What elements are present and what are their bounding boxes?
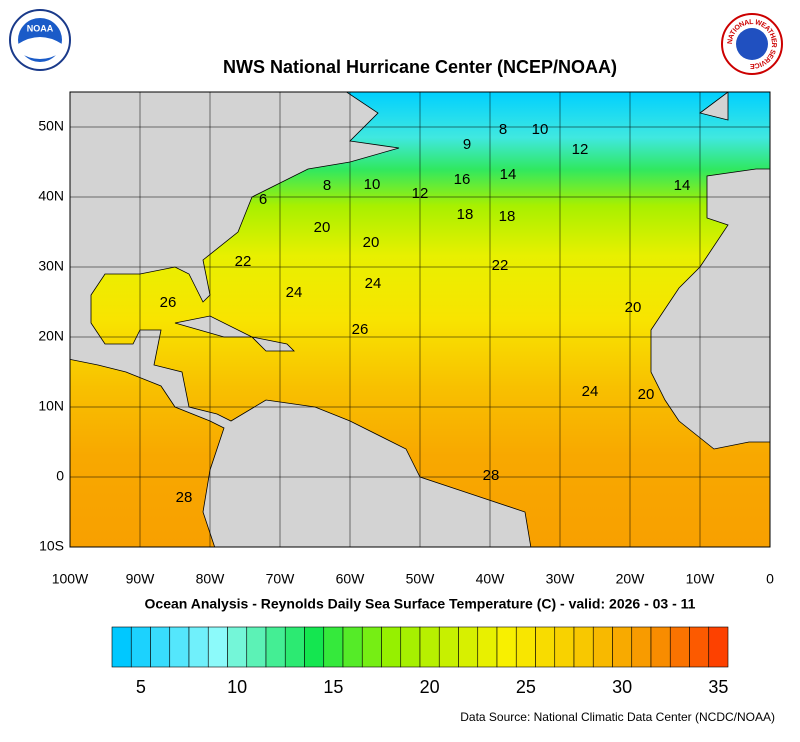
colorbar-cell <box>515 626 536 668</box>
contour-label: 28 <box>176 489 193 506</box>
colorbar-cell <box>169 626 190 668</box>
europe-africa <box>650 168 770 450</box>
colorbar-cell <box>111 626 132 668</box>
x-tick-label: 100W <box>52 571 89 587</box>
x-tick-label: 20W <box>616 571 646 587</box>
colorbar-label: 35 <box>708 677 728 697</box>
colorbar-cell <box>188 626 209 668</box>
contour-label: 8 <box>499 121 507 138</box>
colorbar-cell <box>304 626 325 668</box>
contour-label: 10 <box>364 176 381 193</box>
contour-label: 28 <box>483 467 500 484</box>
data-source: Data Source: National Climatic Data Cent… <box>460 710 775 724</box>
contour-label: 18 <box>457 206 474 223</box>
colorbar-cell <box>631 626 652 668</box>
colorbar-cell <box>650 626 671 668</box>
colorbar-cell <box>400 626 421 668</box>
contour-label: 20 <box>638 386 655 403</box>
contour-label: 14 <box>674 177 691 194</box>
noaa-text: NOAA <box>27 23 54 33</box>
y-tick-label: 50N <box>38 118 64 134</box>
colorbar-cell <box>535 626 556 668</box>
y-tick-label: 20N <box>38 328 64 344</box>
contour-label: 24 <box>365 275 382 292</box>
colorbar-cell <box>708 626 729 668</box>
contour-label: 9 <box>463 136 471 153</box>
x-tick-label: 10W <box>686 571 716 587</box>
colorbar-cell <box>246 626 267 668</box>
colorbar-cell <box>458 626 479 668</box>
nws-logo: NATIONAL WEATHER SERVICE <box>721 13 783 75</box>
colorbar-cell <box>477 626 498 668</box>
colorbar-cell <box>381 626 402 668</box>
colorbar-cell <box>573 626 594 668</box>
title: NWS National Hurricane Center (NCEP/NOAA… <box>223 57 617 77</box>
contour-label: 22 <box>492 257 509 274</box>
americas <box>70 92 532 547</box>
colorbar-label: 15 <box>323 677 343 697</box>
colorbar-cell <box>284 626 305 668</box>
colorbar-cell <box>342 626 363 668</box>
contour-label: 12 <box>572 141 589 158</box>
colorbar-cell <box>689 626 710 668</box>
contour-label: 10 <box>532 121 549 138</box>
colorbar-label: 5 <box>136 677 146 697</box>
hispaniola <box>250 336 295 352</box>
colorbar-cell <box>496 626 517 668</box>
colorbar-cell <box>227 626 248 668</box>
y-tick-label: 40N <box>38 188 64 204</box>
y-tick-label: 0 <box>56 468 64 484</box>
x-tick-label: 50W <box>406 571 436 587</box>
x-tick-label: 70W <box>266 571 296 587</box>
x-tick-label: 0 <box>766 571 774 587</box>
x-tick-label: 40W <box>476 571 506 587</box>
x-tick-label: 80W <box>196 571 226 587</box>
contour-label: 20 <box>625 299 642 316</box>
contour-label: 26 <box>160 294 177 311</box>
contour-label: 20 <box>363 234 380 251</box>
colorbar-cell <box>323 626 344 668</box>
colorbar-cell <box>438 626 459 668</box>
contour-label: 8 <box>323 177 331 194</box>
contour-label: 12 <box>412 185 429 202</box>
subtitle: Ocean Analysis - Reynolds Daily Sea Surf… <box>145 596 696 612</box>
colorbar-label: 20 <box>420 677 440 697</box>
colorbar-cell <box>265 626 286 668</box>
colorbar-cell <box>150 626 171 668</box>
contour-label: 24 <box>286 284 303 301</box>
contour-label: 18 <box>499 208 516 225</box>
colorbar-label: 30 <box>612 677 632 697</box>
y-tick-label: 30N <box>38 258 64 274</box>
contour-label: 16 <box>454 171 471 188</box>
map-frame <box>69 91 771 548</box>
contour-label: 6 <box>259 191 267 208</box>
ireland <box>699 92 729 121</box>
x-tick-label: 30W <box>546 571 576 587</box>
colorbar-cell <box>592 626 613 668</box>
contour-label: 26 <box>352 321 369 338</box>
colorbar-label: 25 <box>516 677 536 697</box>
colorbar-cell <box>554 626 575 668</box>
x-tick-label: 90W <box>126 571 156 587</box>
contour-label: 24 <box>582 383 599 400</box>
colorbar-label: 10 <box>227 677 247 697</box>
contour-label: 22 <box>235 253 252 270</box>
y-tick-label: 10S <box>39 538 64 554</box>
colorbar-cell <box>669 626 690 668</box>
x-tick-label: 60W <box>336 571 366 587</box>
colorbar-cell <box>130 626 151 668</box>
y-tick-label: 10N <box>38 398 64 414</box>
map: 8 10 9 12 14 8 10 12 16 14 6 18 18 20 20 22 22 26 24 24 20 26… <box>70 92 770 547</box>
colorbar-cell <box>419 626 440 668</box>
noaa-logo: NOAA <box>9 9 71 71</box>
colorbar-cell <box>612 626 633 668</box>
contour-label: 20 <box>314 219 331 236</box>
contour-label: 14 <box>500 166 517 183</box>
colorbar-cell <box>207 626 228 668</box>
colorbar-cell <box>361 626 382 668</box>
